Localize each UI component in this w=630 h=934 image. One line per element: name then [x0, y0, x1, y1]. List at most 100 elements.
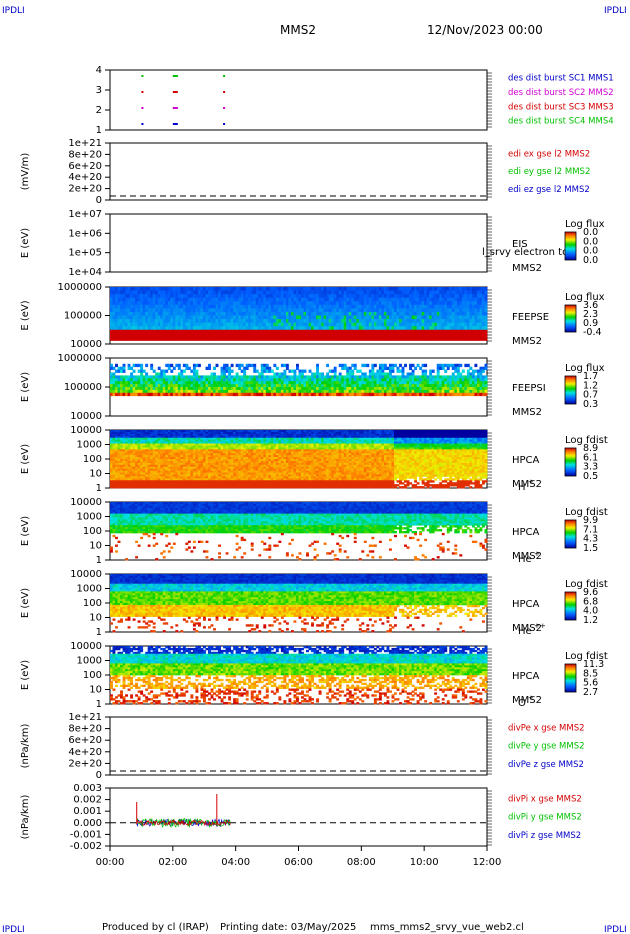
- heatmap-cell: [223, 308, 227, 313]
- heatmap-cell: [338, 372, 342, 376]
- heatmap-cell: [142, 484, 146, 487]
- heatmap-cell: [446, 322, 450, 327]
- heatmap-cell: [399, 287, 402, 291]
- heatmap-cell: [469, 333, 473, 338]
- heatmap-cell: [220, 329, 224, 334]
- heatmap-cell: [172, 457, 176, 460]
- heatmap-cell: [125, 437, 128, 441]
- heatmap-cell: [175, 329, 179, 334]
- heatmap-cell: [175, 484, 179, 487]
- heatmap-cell: [137, 455, 141, 458]
- heatmap-cell: [147, 308, 151, 313]
- heatmap-cell: [295, 311, 299, 316]
- heatmap-cell: [436, 315, 440, 320]
- heatmap-cell: [150, 435, 154, 439]
- heatmap-cell: [356, 387, 360, 391]
- heatmap-cell: [132, 336, 136, 341]
- heatmap-cell: [235, 378, 239, 382]
- heatmap-cell: [157, 462, 161, 466]
- heatmap-cell: [386, 287, 390, 291]
- heatmap-cell: [192, 287, 196, 291]
- heatmap-cell: [449, 392, 453, 397]
- heatmap-cell: [358, 329, 362, 334]
- heatmap-cell: [110, 378, 113, 382]
- heatmap-cell: [338, 319, 342, 324]
- heatmap-cell: [192, 478, 196, 481]
- heatmap-cell: [112, 333, 116, 338]
- heatmap-cell: [125, 301, 128, 306]
- heatmap-cell: [441, 381, 445, 385]
- heatmap-cell: [275, 319, 279, 324]
- heatmap-cell: [127, 466, 131, 470]
- heatmap-cell: [439, 311, 443, 316]
- heatmap-cell: [197, 443, 201, 446]
- heatmap-cell: [208, 378, 211, 382]
- heatmap-cell: [172, 464, 176, 468]
- heatmap-cell: [172, 470, 176, 473]
- heatmap-cell: [388, 311, 392, 316]
- heatmap-cell: [187, 445, 191, 448]
- heatmap-cell: [240, 287, 244, 291]
- heatmap-cell: [115, 329, 118, 334]
- heatmap-cell: [137, 430, 141, 433]
- heatmap-cell: [301, 387, 304, 391]
- heatmap-cell: [190, 470, 194, 473]
- heatmap-cell: [414, 304, 418, 309]
- heatmap-cell: [152, 304, 156, 309]
- heatmap-cell: [205, 482, 209, 485]
- heatmap-cell: [426, 381, 430, 385]
- heatmap-cell: [202, 466, 206, 470]
- heatmap-cell: [341, 333, 345, 338]
- heatmap-cell: [399, 381, 402, 385]
- heatmap-cell: [137, 326, 141, 331]
- heatmap-cell: [197, 322, 201, 327]
- heatmap-cell: [145, 431, 149, 435]
- heatmap-cell: [343, 381, 347, 385]
- heatmap-cell: [122, 437, 126, 441]
- heatmap-cell: [238, 294, 242, 299]
- heatmap-cell: [155, 294, 159, 299]
- heatmap-cell: [125, 486, 128, 489]
- heatmap-cell: [414, 366, 418, 370]
- heatmap-cell: [449, 315, 453, 320]
- heatmap-cell: [145, 478, 149, 481]
- heatmap-cell: [451, 322, 455, 327]
- heatmap-cell: [120, 389, 123, 394]
- heatmap-cell: [155, 460, 159, 464]
- heatmap-cell: [333, 326, 337, 331]
- heatmap-cell: [280, 322, 284, 327]
- heatmap-cell: [406, 392, 410, 397]
- heatmap-cell: [228, 336, 232, 341]
- heatmap-cell: [301, 384, 304, 388]
- heatmap-cell: [147, 472, 151, 475]
- heatmap-cell: [177, 486, 181, 489]
- heatmap-cell: [366, 333, 370, 338]
- burst-legend-entry: des dist burst SC3 MMS3: [508, 102, 614, 112]
- feepse-colorbar: [564, 304, 577, 333]
- heatmap-cell: [140, 329, 144, 334]
- heatmap-cell: [386, 392, 390, 397]
- heatmap-cell: [208, 443, 211, 446]
- heatmap-cell: [192, 290, 196, 295]
- heatmap-cell: [358, 387, 362, 391]
- heatmap-cell: [253, 369, 257, 373]
- heatmap-cell: [421, 322, 425, 327]
- heatmap-cell: [185, 486, 189, 489]
- heatmap-cell: [172, 294, 176, 299]
- heatmap-cell: [401, 378, 405, 382]
- heatmap-cell: [303, 301, 307, 306]
- heatmap-cell: [338, 297, 342, 302]
- heatmap-cell: [233, 322, 237, 327]
- heatmap-cell: [416, 294, 420, 299]
- heatmap-cell: [202, 315, 206, 320]
- heatmap-cell: [366, 319, 370, 324]
- heatmap-cell: [147, 336, 151, 341]
- heatmap-cell: [145, 453, 149, 456]
- heatmap-cell: [285, 329, 289, 334]
- heatmap-cell: [268, 333, 272, 338]
- heatmap-cell: [228, 287, 232, 291]
- heatmap-cell: [185, 451, 189, 454]
- heatmap-cell: [147, 455, 151, 458]
- heatmap-cell: [366, 304, 370, 309]
- heatmap-cell: [348, 372, 352, 376]
